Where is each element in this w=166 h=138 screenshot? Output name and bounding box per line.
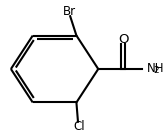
Text: Cl: Cl [73, 120, 84, 133]
Text: Br: Br [63, 5, 76, 18]
Text: NH: NH [147, 62, 164, 75]
Text: O: O [118, 33, 128, 46]
Text: 2: 2 [154, 66, 159, 75]
